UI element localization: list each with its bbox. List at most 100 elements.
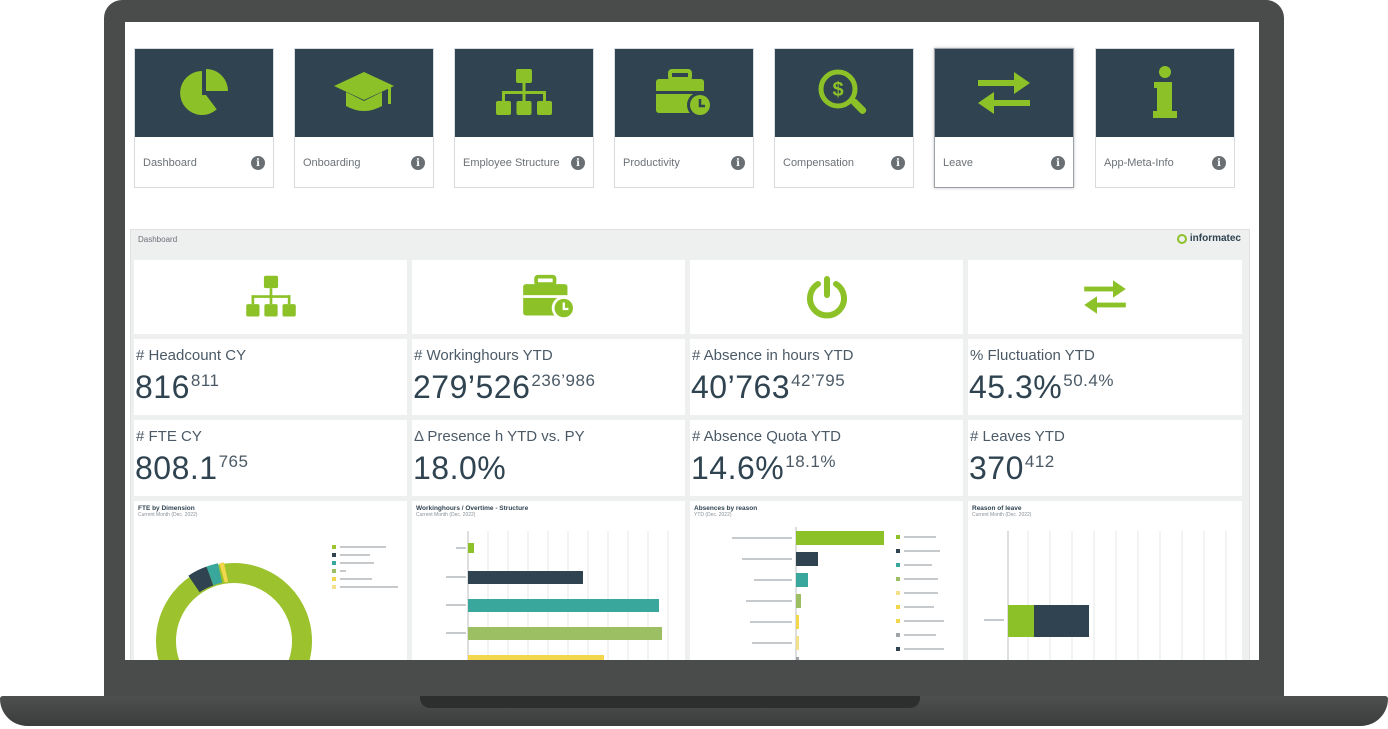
- kpi-card[interactable]: # Headcount CY 816811: [134, 339, 407, 415]
- kpi-value: 40’76342’795: [691, 369, 845, 406]
- kpi-title: # Leaves YTD: [970, 428, 1065, 445]
- legend-line: [340, 578, 372, 580]
- legend-swatch: [896, 619, 900, 623]
- legend-swatch: [896, 633, 900, 637]
- app-tile-employee-structure[interactable]: Employee Structure i: [454, 48, 594, 188]
- graduation-cap-icon: [334, 72, 394, 111]
- legend-line: [904, 536, 936, 538]
- legend-swatch: [332, 585, 336, 589]
- kpi-value: 808.1765: [135, 450, 248, 487]
- kpi-card[interactable]: # Absence Quota YTD 14.6%18.1%: [690, 420, 963, 496]
- info-icon[interactable]: i: [1212, 156, 1226, 170]
- bar: [468, 543, 474, 553]
- svg-text:$: $: [832, 79, 843, 101]
- legend-line: [904, 550, 940, 552]
- legend-line: [340, 554, 370, 556]
- axis-tick: [752, 642, 792, 644]
- kpi-previous: 765: [218, 452, 249, 471]
- info-icon[interactable]: i: [731, 156, 745, 170]
- kpi-icon-card-absence[interactable]: [690, 260, 963, 334]
- kpi-current: 18.0%: [413, 450, 507, 486]
- chart-title: Absences by reason: [694, 505, 758, 512]
- info-icon[interactable]: i: [411, 156, 425, 170]
- axis-tick: [446, 632, 466, 634]
- tile-label: Productivity: [623, 156, 680, 169]
- kpi-card[interactable]: # Workinghours YTD 279’526236’986: [412, 339, 685, 415]
- laptop-notch: [420, 696, 920, 708]
- legend-line: [340, 562, 374, 564]
- donut-segment-teal: [206, 563, 223, 586]
- chart-title: FTE by Dimension: [138, 505, 195, 512]
- briefcase-clock-icon: [656, 69, 713, 118]
- kpi-title: # Absence in hours YTD: [692, 347, 854, 364]
- logo-text: informatec: [1189, 233, 1241, 244]
- info-icon[interactable]: i: [1051, 156, 1065, 170]
- kpi-value: 816811: [135, 369, 220, 406]
- tile-label: Dashboard: [143, 156, 197, 169]
- legend-line: [904, 578, 938, 580]
- kpi-icon-card-headcount[interactable]: [134, 260, 407, 334]
- chart-subtitle: Current Month (Dec. 2022): [972, 512, 1032, 518]
- chart-title: Reason of leave: [972, 505, 1022, 512]
- kpi-card[interactable]: % Fluctuation YTD 45.3%50.4%: [968, 339, 1242, 415]
- bar: [796, 615, 799, 629]
- bar-segment: [1008, 605, 1034, 637]
- app-tile-productivity[interactable]: Productivity i: [614, 48, 754, 188]
- kpi-icon-card-workinghours[interactable]: [412, 260, 685, 334]
- kpi-icon-card-fluctuation[interactable]: [968, 260, 1242, 334]
- legend-swatch: [332, 569, 336, 573]
- legend-swatch: [896, 549, 900, 553]
- app-tile-app-meta-info[interactable]: App-Meta-Info i: [1095, 48, 1235, 188]
- chart-card-absences-by-reason[interactable]: Absences by reason YTD (Dec. 2022): [690, 501, 963, 660]
- app-tile-onboarding[interactable]: Onboarding i: [294, 48, 434, 188]
- legend-swatch: [896, 563, 900, 567]
- legend-line: [904, 634, 936, 636]
- app-tile-compensation[interactable]: $ Compensation i: [774, 48, 914, 188]
- legend-swatch: [332, 553, 336, 557]
- legend-line: [340, 570, 346, 572]
- kpi-previous: 18.1%: [785, 452, 836, 471]
- legend-swatch: [896, 605, 900, 609]
- axis-tick: [446, 576, 466, 578]
- donut-segment-navy: [188, 566, 214, 593]
- chart-card-reason-of-leave[interactable]: Reason of leave Current Month (Dec. 2022…: [968, 501, 1242, 660]
- org-chart-icon: [245, 275, 296, 317]
- app-tile-dashboard[interactable]: Dashboard i: [134, 48, 274, 188]
- bar: [468, 627, 662, 640]
- kpi-card[interactable]: # FTE CY 808.1765: [134, 420, 407, 496]
- dollar-search-icon: $: [818, 69, 867, 114]
- bar: [796, 657, 799, 660]
- bar: [468, 571, 583, 584]
- briefcase-clock-icon: [522, 274, 576, 321]
- legend-swatch: [896, 647, 900, 651]
- kpi-previous: 42’795: [791, 371, 846, 390]
- legend-line: [904, 564, 932, 566]
- kpi-card[interactable]: Δ Presence h YTD vs. PY 18.0%: [412, 420, 685, 496]
- tile-label: Employee Structure: [463, 156, 560, 169]
- chart-card-fte-by-dimension[interactable]: FTE by Dimension Current Month (Dec. 202…: [134, 501, 407, 660]
- legend-swatch: [896, 591, 900, 595]
- chart-card-workinghours-structure[interactable]: Workinghours / Overtime - Structure Curr…: [412, 501, 685, 660]
- dashboard-title: Dashboard: [138, 235, 178, 244]
- info-icon[interactable]: i: [251, 156, 265, 170]
- swap-arrows-icon: [978, 72, 1030, 114]
- info-icon[interactable]: i: [571, 156, 585, 170]
- kpi-current: 279’526: [413, 369, 531, 405]
- kpi-title: Δ Presence h YTD vs. PY: [414, 428, 585, 445]
- kpi-current: 816: [135, 369, 190, 405]
- tile-label: App-Meta-Info: [1104, 156, 1174, 169]
- axis-tick: [446, 604, 466, 606]
- kpi-card[interactable]: # Leaves YTD 370412: [968, 420, 1242, 496]
- kpi-current: 40’763: [691, 369, 791, 405]
- org-chart-icon: [496, 69, 552, 115]
- kpi-previous: 412: [1024, 452, 1055, 471]
- info-icon[interactable]: i: [891, 156, 905, 170]
- axis-tick: [754, 579, 792, 581]
- chart-title: Workinghours / Overtime - Structure: [416, 505, 529, 512]
- logo-mark-icon: [1176, 233, 1187, 244]
- legend-line: [904, 648, 944, 650]
- bar: [468, 655, 604, 660]
- kpi-card[interactable]: # Absence in hours YTD 40’76342’795: [690, 339, 963, 415]
- axis-tick: [742, 558, 792, 560]
- app-tile-leave[interactable]: Leave i: [934, 48, 1074, 188]
